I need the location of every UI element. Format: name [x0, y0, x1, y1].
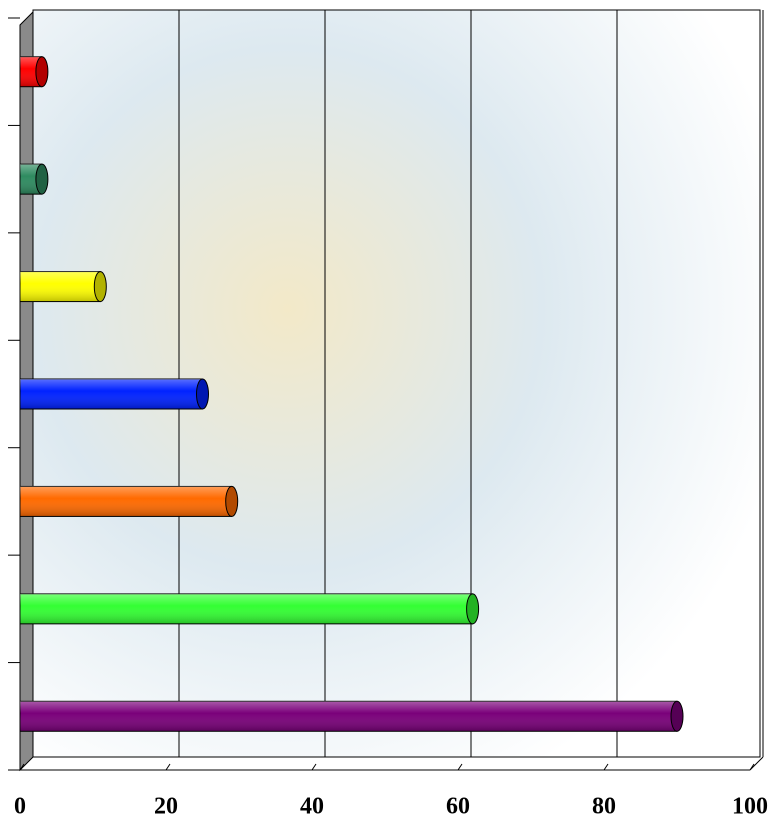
bar-cap	[196, 378, 209, 410]
bar-shade	[20, 701, 677, 732]
bar-shade	[20, 593, 473, 624]
x-tick	[457, 763, 463, 771]
bar-cap-shade	[466, 593, 479, 624]
x-tick-label: 20	[154, 794, 178, 820]
bar-cap	[466, 593, 480, 625]
bar-cap-shade	[196, 379, 209, 409]
bar-cap	[225, 485, 239, 517]
x-tick	[311, 763, 317, 771]
bar-cap	[93, 271, 107, 303]
x-tick-label: 0	[14, 794, 26, 820]
x-tick-label: 40	[300, 794, 324, 820]
x-tick-label: 100	[732, 794, 768, 820]
bar-cap-shade	[225, 486, 238, 517]
bar-cap-shade	[35, 164, 48, 195]
x-tick	[749, 763, 755, 771]
bar-cap-shade	[94, 271, 107, 302]
x-tick-label: 80	[592, 794, 616, 820]
x-tick	[603, 763, 609, 771]
bar-cap	[35, 56, 49, 88]
x-tick	[19, 763, 25, 771]
bar-shade	[20, 379, 203, 409]
bar-cap	[35, 163, 49, 195]
bar-cap-shade	[671, 701, 683, 732]
x-tick	[165, 763, 171, 771]
x-tick-label: 60	[446, 794, 470, 820]
bar-cap	[670, 700, 684, 732]
bar-shade	[20, 271, 101, 302]
bar-shade	[20, 486, 232, 517]
bar-cap-shade	[35, 56, 48, 87]
x-axis-depth	[749, 756, 764, 771]
